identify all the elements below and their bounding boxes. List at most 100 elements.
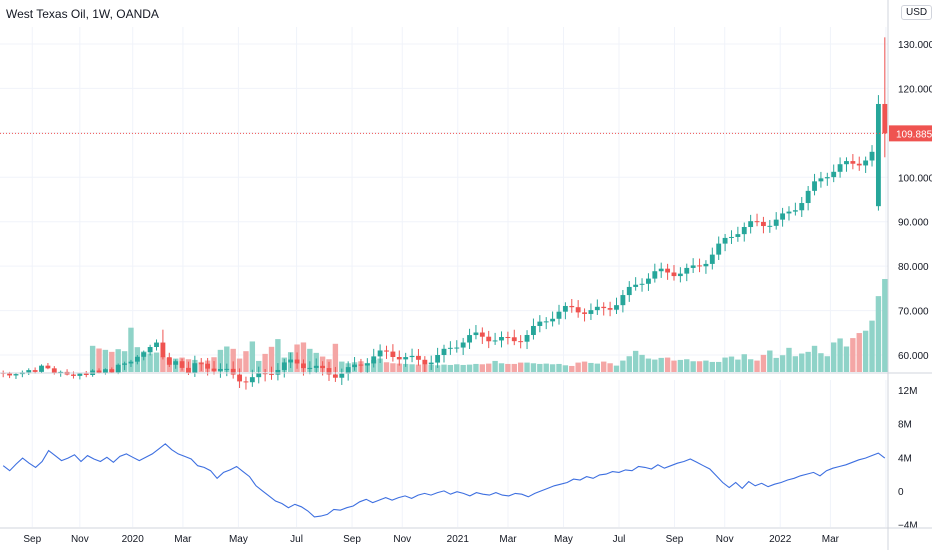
candle-body <box>390 351 396 358</box>
candle-body <box>882 103 888 134</box>
candle-body <box>339 373 345 378</box>
price-tick-label: 70.000 <box>898 307 929 318</box>
candle-body <box>799 203 805 211</box>
volume-bar <box>460 364 466 372</box>
volume-bars <box>89 279 888 372</box>
price-grid <box>0 27 888 527</box>
volume-bar <box>843 346 850 372</box>
candle-body <box>307 367 313 369</box>
volume-bar <box>230 348 236 372</box>
last-price-label: 109.885 <box>896 129 932 140</box>
indicator-axis[interactable]: 12M 8M 4M 0 −4M <box>898 386 918 531</box>
indicator-tick-label: 8M <box>898 420 912 431</box>
volume-bar <box>709 361 716 372</box>
volume-bar <box>473 363 479 372</box>
candle-body <box>134 356 140 362</box>
candle-body <box>39 365 44 372</box>
time-tick-label: Sep <box>343 534 361 545</box>
volume-bar <box>594 363 601 372</box>
candle-body <box>703 263 709 267</box>
candle-body <box>269 373 274 375</box>
volume-bar <box>434 365 441 372</box>
candle-body <box>173 361 179 365</box>
candle-body <box>13 374 19 376</box>
volume-bar <box>869 320 875 372</box>
candle-body <box>428 362 434 365</box>
candle-body <box>409 355 415 358</box>
volume-bar <box>530 363 537 372</box>
volume-bar <box>454 364 460 372</box>
volume-bar <box>492 360 498 372</box>
volume-bar <box>875 296 882 372</box>
candle-body <box>166 357 172 365</box>
candle-body <box>850 161 856 164</box>
candle-body <box>722 237 728 244</box>
candle-body <box>658 268 664 272</box>
time-axis[interactable]: Sep Nov 2020 Mar May Jul Sep Nov 2021 Mar May Jul Se… <box>23 534 839 545</box>
candle-body <box>71 374 76 376</box>
candle-body <box>818 178 824 182</box>
last-price-badge <box>889 125 932 142</box>
volume-bar <box>409 364 415 372</box>
price-axis[interactable]: 60.00070.00080.00090.000100.000110.00012… <box>887 0 932 550</box>
candle-body <box>537 321 543 326</box>
volume-bar <box>818 353 824 372</box>
candle-body <box>741 227 747 235</box>
volume-bar <box>652 359 658 372</box>
volume-bar <box>811 345 818 372</box>
candle-body <box>224 368 230 370</box>
candle-body <box>83 373 89 375</box>
volume-bar <box>613 365 620 372</box>
time-tick-label: Nov <box>716 534 734 545</box>
price-tick-label: 80.000 <box>898 262 929 273</box>
candle-body <box>562 305 568 312</box>
candle-body <box>486 336 492 342</box>
candle-body <box>249 377 255 383</box>
candle-body <box>467 335 472 343</box>
volume-bar <box>236 358 243 372</box>
candle-body <box>186 367 191 373</box>
volume-bar <box>415 364 422 372</box>
candle-body <box>626 286 632 296</box>
candle-body <box>767 225 773 227</box>
currency-badge[interactable]: USD <box>901 5 932 20</box>
candle-body <box>416 355 421 360</box>
candle-body <box>844 161 849 165</box>
volume-bar <box>728 356 735 372</box>
volume-bar <box>671 360 677 372</box>
time-tick-label: 2020 <box>122 534 145 545</box>
volume-bar <box>882 279 888 372</box>
volume-bar <box>447 364 454 372</box>
volume-bar <box>256 360 262 372</box>
volume-bar <box>89 345 96 372</box>
price-tick-label: 120.000 <box>898 84 932 95</box>
candle-body <box>281 362 287 370</box>
volume-bar <box>837 338 843 372</box>
time-tick-label: Mar <box>822 534 840 545</box>
candle-body <box>26 370 32 373</box>
candle-body <box>875 103 881 207</box>
volume-bar <box>690 361 696 372</box>
candle-body <box>403 357 409 360</box>
candle-body <box>326 368 332 375</box>
volume-bar <box>249 341 256 372</box>
volume-bar <box>537 363 543 372</box>
volume-bar <box>703 360 709 372</box>
candle-body <box>792 210 798 212</box>
candle-body <box>192 363 198 373</box>
candle-body <box>543 321 549 323</box>
volume-bar <box>607 363 613 372</box>
volume-bar <box>588 362 594 372</box>
volume-bar <box>300 342 307 372</box>
time-tick-label: Jul <box>290 534 303 545</box>
last-price-line: 109.885 <box>0 125 932 142</box>
candle-body <box>620 295 626 306</box>
candle-body <box>729 236 734 238</box>
candle-body <box>499 337 504 341</box>
candle-body <box>709 254 715 264</box>
volume-bar <box>505 363 511 372</box>
candle-body <box>364 363 370 366</box>
volume-bar <box>562 365 569 372</box>
candle-body <box>256 373 262 378</box>
